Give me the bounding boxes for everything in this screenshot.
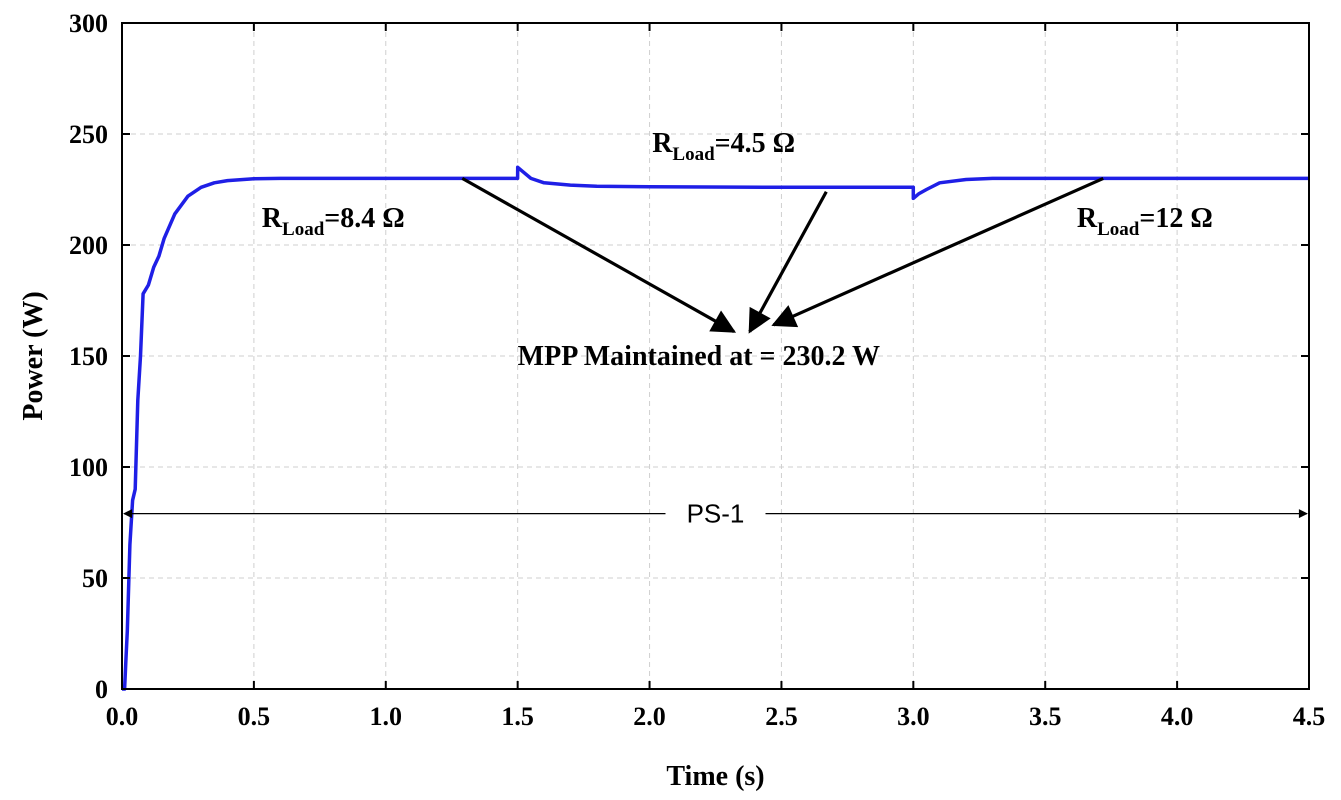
mpp-label: MPP Maintained at = 230.2 W — [518, 341, 880, 372]
data-series — [122, 165, 1309, 691]
x-tick-label: 0.0 — [106, 702, 139, 731]
pointer-arrow — [461, 177, 737, 333]
x-tick-label: 3.5 — [1029, 702, 1062, 731]
x-tick-label: 4.5 — [1293, 702, 1326, 731]
y-tick-label: 300 — [69, 9, 108, 38]
y-tick-label: 50 — [82, 564, 108, 593]
x-tick-label: 3.0 — [897, 702, 930, 731]
y-tick-label: 250 — [69, 120, 108, 149]
pointer-arrow — [771, 176, 1104, 328]
y-tick-label: 150 — [69, 342, 108, 371]
x-tick-label: 2.5 — [765, 702, 798, 731]
rload-label: RLoad=8.4 Ω — [262, 203, 405, 240]
x-axis-title: Time (s) — [666, 761, 764, 792]
x-tick-label: 2.0 — [633, 702, 666, 731]
x-tick-label: 0.5 — [238, 702, 271, 731]
x-tick-label: 4.0 — [1161, 702, 1194, 731]
y-tick-label: 100 — [69, 453, 108, 482]
y-tick-label: 0 — [95, 675, 108, 704]
x-tick-label: 1.0 — [370, 702, 403, 731]
x-tick-label: 1.5 — [501, 702, 534, 731]
grid-lines — [122, 23, 1309, 689]
ps-label: PS-1 — [687, 499, 745, 529]
annotations: RLoad=8.4 Ω RLoad=4.5 Ω RLoad=12 Ω MPP Main… — [123, 128, 1308, 529]
rload-label: RLoad=12 Ω — [1077, 203, 1213, 240]
y-axis-title: Power (W) — [18, 291, 49, 420]
power-series-line — [122, 165, 1309, 691]
pointer-arrow — [748, 190, 828, 334]
axis-ticks: 0.0 0.5 1.0 1.5 2.0 2.5 3.0 3.5 4.0 4.5 0 50 100 150 2… — [69, 9, 1325, 731]
rload-label: RLoad=4.5 Ω — [652, 128, 795, 165]
y-tick-label: 200 — [69, 231, 108, 260]
